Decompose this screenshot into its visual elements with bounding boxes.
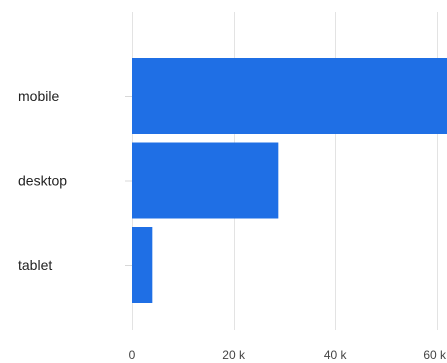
x-tick-label: 0 (129, 348, 136, 362)
x-tick-label: 60 k (423, 348, 447, 362)
bar-mobile (132, 58, 447, 134)
bar-desktop (132, 142, 279, 219)
bar-tablet (132, 227, 153, 303)
x-axis-tick-labels: 0 20 k 40 k 60 k (129, 348, 447, 362)
category-ticks (125, 96, 132, 266)
x-tick-label: 40 k (324, 348, 348, 362)
bars (132, 58, 447, 303)
category-label: mobile (18, 88, 59, 104)
category-labels: mobile desktop tablet (18, 88, 67, 273)
category-label: desktop (18, 173, 67, 189)
x-tick-label: 20 k (222, 348, 246, 362)
category-label: tablet (18, 257, 52, 273)
